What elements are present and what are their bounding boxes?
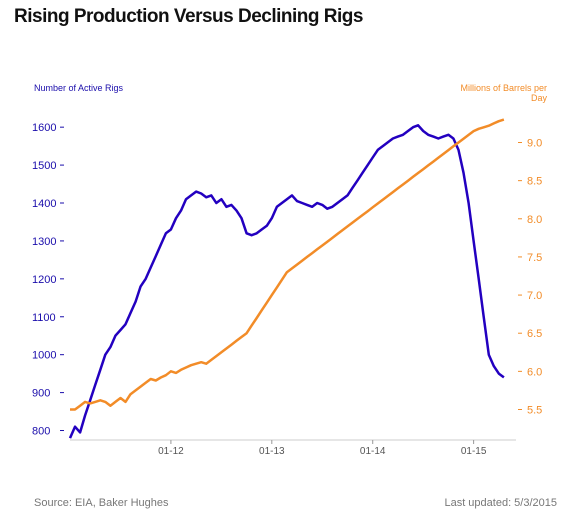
last-updated: Last updated: 5/3/2015 bbox=[444, 497, 557, 509]
right-axis-label: Millions of Barrels per Day bbox=[460, 83, 547, 103]
left-tick-label-8: 1600 bbox=[32, 122, 56, 134]
left-axis-label: Number of Active Rigs bbox=[34, 83, 124, 93]
series-line-production bbox=[70, 118, 505, 411]
right-tick-label-2: 6.5 bbox=[527, 328, 542, 340]
left-tick-label-4: 1200 bbox=[32, 274, 56, 286]
source-note: Source: EIA, Baker Hughes bbox=[34, 497, 169, 509]
right-tick-label-4: 7.5 bbox=[527, 252, 542, 264]
right-tick-label-1: 6.0 bbox=[527, 366, 542, 378]
series-line-rigs bbox=[68, 124, 505, 439]
left-tick-label-1: 900 bbox=[32, 388, 50, 400]
left-tick-label-6: 1400 bbox=[32, 198, 56, 210]
right-tick-label-6: 8.5 bbox=[527, 176, 542, 188]
left-tick-label-0: 800 bbox=[32, 426, 50, 438]
x-tick-label-1: 01-13 bbox=[259, 446, 285, 457]
right-tick-label-3: 7.0 bbox=[527, 290, 542, 302]
left-tick-label-2: 1000 bbox=[32, 350, 56, 362]
right-tick-label-5: 8.0 bbox=[527, 214, 542, 226]
x-axis: 01-12 01-13 01-14 01-15 bbox=[70, 439, 516, 457]
right-tick-label-0: 5.5 bbox=[527, 404, 542, 416]
x-tick-label-2: 01-14 bbox=[360, 446, 386, 457]
x-tick-label-3: 01-15 bbox=[461, 446, 487, 457]
left-tick-label-3: 1100 bbox=[32, 312, 56, 324]
series-lines bbox=[68, 118, 505, 439]
left-tick-label-7: 1500 bbox=[32, 160, 56, 172]
left-axis-ticks: 800 900 1000 1100 1200 1300 1400 1500 1600 bbox=[32, 122, 64, 438]
x-tick-label-0: 01-12 bbox=[158, 446, 184, 457]
right-axis-ticks: 5.5 6.0 6.5 7.0 7.5 8.0 8.5 9.0 bbox=[518, 138, 542, 416]
left-tick-label-5: 1300 bbox=[32, 236, 56, 248]
right-tick-label-7: 9.0 bbox=[527, 138, 542, 150]
chart-title: Rising Production Versus Declining Rigs bbox=[14, 6, 363, 27]
